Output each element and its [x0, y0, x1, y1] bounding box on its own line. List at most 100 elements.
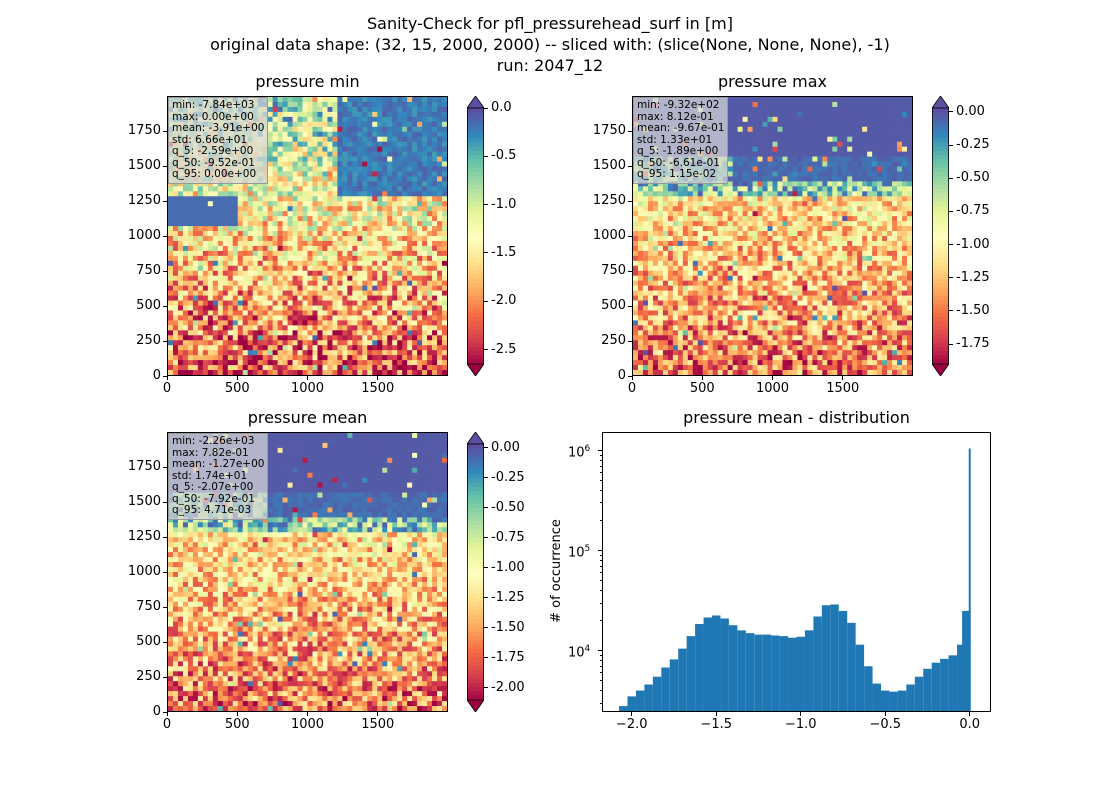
- colorbar-segment: [467, 623, 484, 628]
- y-tick-label: 1250: [127, 193, 161, 208]
- histogram-bar: [957, 644, 966, 711]
- y-minor-tick: [600, 620, 602, 622]
- histogram-bar: [830, 604, 839, 711]
- colorbar-tick-label: -1.50: [956, 302, 990, 318]
- colorbar-tick-label: -0.75: [956, 203, 990, 219]
- colorbar-segment: [467, 236, 484, 241]
- colorbar-segment: [467, 197, 484, 203]
- colorbar-tick-mark: [484, 447, 488, 449]
- y-tick-label: 750: [136, 263, 161, 278]
- y-tick-mark: [163, 165, 167, 167]
- colorbar-segment: [467, 150, 484, 156]
- colorbar-segment: [932, 355, 949, 361]
- y-minor-tick: [600, 580, 602, 582]
- y-tick-mark: [163, 606, 167, 608]
- y-minor-tick: [600, 659, 602, 661]
- histogram-bar: [940, 658, 949, 711]
- x-tick-label: −1.0: [784, 717, 817, 732]
- panel-title: pressure min: [255, 72, 360, 91]
- y-tick-mark: [628, 340, 632, 342]
- y-tick-label: 0: [617, 368, 626, 383]
- stats-box: min: -7.84e+03 max: 0.00e+00 mean: -3.91…: [168, 97, 269, 184]
- y-minor-tick: [600, 665, 602, 667]
- stats-box: min: -2.26e+03 max: 7.82e-01 mean: -1.27…: [168, 433, 269, 520]
- colorbar-segment: [467, 108, 484, 113]
- colorbar-segment: [932, 159, 949, 164]
- x-tick-mark: [166, 376, 168, 380]
- y-axis-label: # of occurrence: [549, 519, 564, 623]
- x-tick-label: 0: [627, 381, 637, 396]
- y-tick-label: 250: [136, 669, 161, 684]
- colorbar-tick-mark: [949, 210, 953, 212]
- colorbar-segment: [932, 193, 949, 199]
- colorbar-segment: [467, 597, 484, 603]
- colorbar-segment: [932, 334, 949, 339]
- colorbar-segment: [467, 610, 484, 616]
- y-tick-label: 1000: [127, 228, 161, 243]
- x-tick-mark: [715, 712, 717, 716]
- colorbar-frame: [932, 107, 949, 365]
- x-tick-label: 1000: [755, 381, 790, 396]
- colorbar-tick-label: -1.5: [491, 244, 517, 260]
- colorbar-segment: [932, 137, 949, 143]
- y-tick-mark: [598, 450, 602, 452]
- colorbar-segment: [467, 495, 484, 500]
- colorbar-segment: [467, 142, 484, 147]
- x-tick-mark: [377, 376, 379, 380]
- y-tick-label: 1250: [592, 193, 626, 208]
- histogram-bar: [644, 684, 653, 711]
- colorbar-segment: [467, 300, 484, 305]
- colorbar-tick-mark: [484, 155, 488, 157]
- colorbar-tick-mark: [484, 627, 488, 629]
- y-tick-label: 106: [568, 443, 591, 460]
- x-tick-label: 0.0: [959, 717, 981, 732]
- colorbar-segment: [467, 461, 484, 466]
- histogram-bar: [821, 605, 831, 711]
- histogram-bar: [720, 618, 729, 711]
- colorbar-segment: [932, 291, 949, 297]
- y-minor-tick: [600, 672, 602, 674]
- colorbar-segment: [467, 295, 484, 301]
- colorbar-tick-label: -2.0: [491, 293, 517, 309]
- colorbar-segment: [932, 287, 949, 292]
- colorbar-segment: [467, 172, 484, 177]
- colorbar-segment: [932, 172, 949, 177]
- colorbar-segment: [467, 218, 484, 224]
- colorbar-segment: [467, 355, 484, 361]
- y-tick-label: 250: [601, 333, 626, 348]
- colorbar-segment: [467, 287, 484, 292]
- histogram-bar: [712, 615, 721, 711]
- colorbar-segment: [932, 278, 949, 284]
- y-tick-mark: [163, 375, 167, 377]
- x-tick-mark: [969, 712, 971, 716]
- figure-title-line-1: Sanity-Check for pfl_pressurehead_surf i…: [367, 14, 733, 33]
- y-tick-mark: [163, 200, 167, 202]
- colorbar-segment: [467, 695, 484, 701]
- y-tick-mark: [598, 650, 602, 652]
- y-minor-tick: [600, 480, 602, 482]
- colorbar-segment: [467, 559, 484, 564]
- y-minor-tick: [600, 520, 602, 522]
- y-tick-label: 500: [136, 634, 161, 649]
- colorbar-tick-label: -2.00: [491, 679, 525, 695]
- colorbar-segment: [467, 670, 484, 675]
- histogram-bar: [762, 634, 772, 711]
- colorbar-segment: [467, 631, 484, 637]
- colorbar-segment: [932, 312, 949, 318]
- colorbar-segment: [932, 317, 949, 322]
- y-tick-mark: [163, 466, 167, 468]
- y-tick-label: 1500: [127, 158, 161, 173]
- colorbar-segment: [467, 334, 484, 339]
- x-tick-label: −1.5: [700, 717, 732, 732]
- colorbar-segment: [467, 661, 484, 667]
- x-tick-label: −2.0: [615, 717, 648, 732]
- colorbar-segment: [467, 529, 484, 535]
- colorbar-segment: [932, 197, 949, 203]
- colorbar-tick-mark: [949, 177, 953, 179]
- panel-title: pressure max: [717, 72, 828, 91]
- x-tick-mark: [631, 376, 633, 380]
- colorbar-segment: [467, 321, 484, 327]
- colorbar-segment: [467, 589, 484, 594]
- y-minor-tick: [600, 559, 602, 561]
- x-tick-label: 1500: [361, 381, 395, 396]
